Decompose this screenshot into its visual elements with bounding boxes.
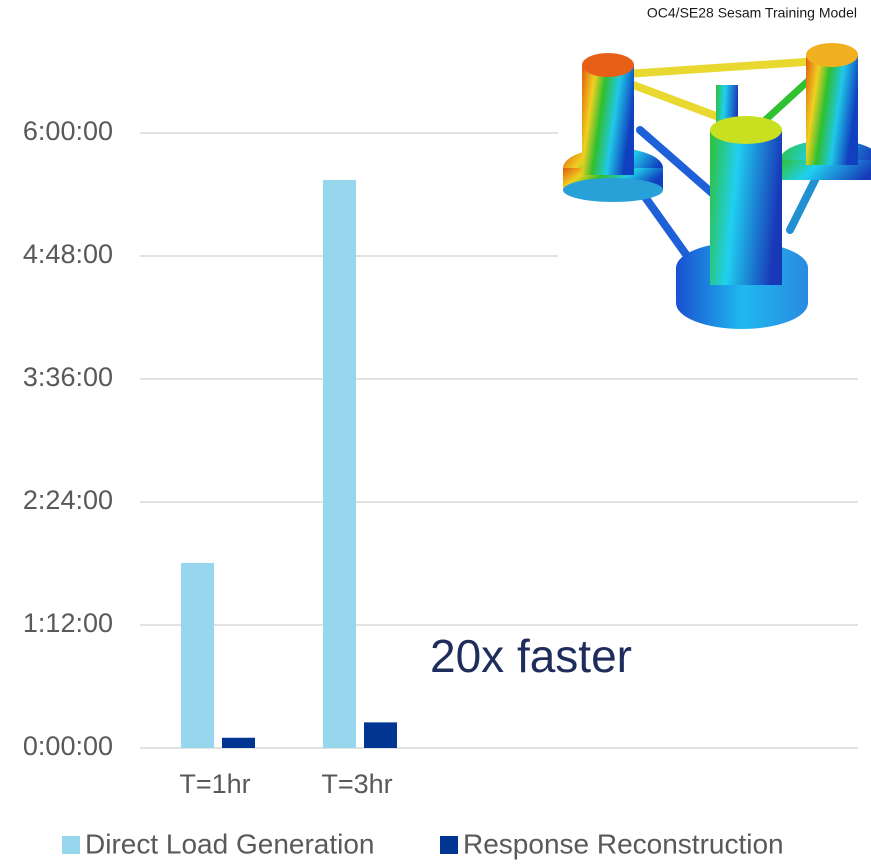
column — [710, 130, 782, 285]
legend-swatch — [440, 836, 458, 854]
y-tick-label: 2:24:00 — [23, 485, 113, 515]
legend-label: Response Reconstruction — [463, 828, 784, 859]
legend-swatch — [62, 836, 80, 854]
bar — [181, 562, 214, 748]
x-tick-label: T=3hr — [321, 769, 392, 799]
y-tick-label: 0:00:00 — [23, 731, 113, 761]
column-top — [710, 116, 782, 144]
model-image: OC4/SE28 Sesam Training Model — [558, 5, 871, 340]
base — [563, 178, 663, 202]
base — [676, 277, 808, 329]
column-top — [582, 53, 634, 77]
y-tick-label: 6:00:00 — [23, 116, 113, 146]
structure — [563, 43, 871, 329]
bar — [323, 179, 356, 748]
brace — [606, 56, 839, 79]
column-top — [806, 43, 858, 67]
bar — [222, 737, 255, 748]
bar — [364, 722, 397, 748]
y-tick-label: 3:36:00 — [23, 362, 113, 392]
plot-area: 0:00:00 1:12:00 2:24:00 3:36:00 4:48:00 6:00:… — [23, 116, 858, 859]
column — [582, 65, 634, 175]
y-tick-label: 4:48:00 — [23, 239, 113, 269]
x-tick-label: T=1hr — [179, 769, 250, 799]
brace — [636, 126, 724, 204]
brace — [636, 186, 694, 264]
legend-label: Direct Load Generation — [85, 828, 375, 859]
column — [806, 55, 858, 165]
y-tick-label: 1:12:00 — [23, 608, 113, 638]
image-caption: OC4/SE28 Sesam Training Model — [647, 5, 857, 21]
annotation: 20x faster — [430, 630, 632, 682]
